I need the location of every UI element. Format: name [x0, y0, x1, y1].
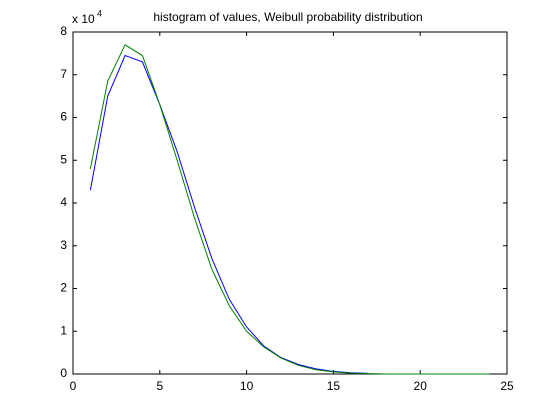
y-tick-label: 0	[60, 366, 67, 380]
y-tick-label: 5	[60, 152, 67, 166]
y-tick-label: 6	[60, 110, 67, 124]
x-tick-label: 10	[240, 379, 254, 393]
x-tick-label: 20	[414, 379, 428, 393]
x-tick-label: 5	[156, 379, 163, 393]
x-tick-label: 25	[500, 379, 514, 393]
x-tick-label: 15	[327, 379, 341, 393]
y-tick-label: 8	[60, 24, 67, 38]
y-tick-label: 7	[60, 67, 67, 81]
y-tick-label: 3	[60, 238, 67, 252]
y-exponent: 4	[97, 8, 102, 18]
y-multiplier: x 10	[72, 12, 95, 26]
y-tick-label: 2	[60, 281, 67, 295]
plot-area	[72, 31, 508, 375]
x-tick-label: 0	[70, 379, 77, 393]
chart-title: histogram of values, Weibull probability…	[153, 10, 422, 24]
y-tick-label: 1	[60, 323, 67, 337]
data-line	[89, 44, 490, 375]
data-line	[89, 54, 369, 374]
y-tick-label: 4	[60, 195, 67, 209]
